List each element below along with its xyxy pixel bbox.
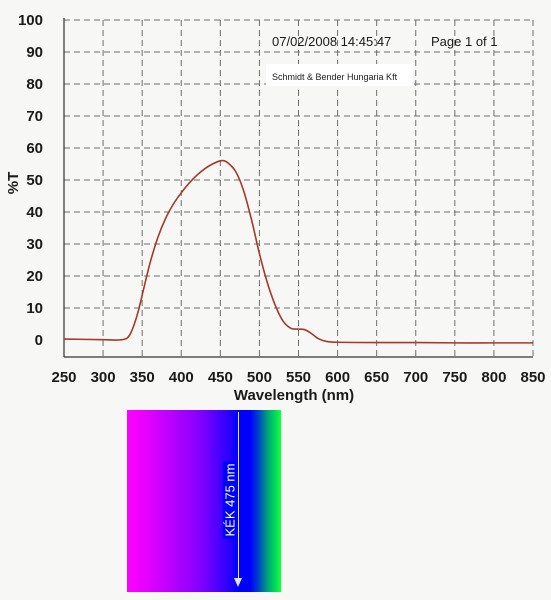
- y-tick-label: 80: [26, 76, 43, 93]
- x-tick-label: 650: [364, 369, 389, 386]
- y-axis-title: %T: [5, 172, 22, 195]
- y-tick-label: 60: [26, 140, 43, 157]
- page-indicator: Page 1 of 1: [431, 34, 498, 49]
- x-tick-label: 550: [286, 369, 311, 386]
- y-tick-label: 10: [26, 300, 43, 317]
- y-tick-label: 0: [35, 332, 43, 349]
- info-box: [266, 64, 412, 86]
- tick-labels: 250 300 350 400 450 500 550 600 650 700 750 800 8500…: [18, 12, 546, 386]
- x-tick-label: 400: [169, 369, 194, 386]
- y-tick-label: 50: [26, 172, 43, 189]
- series-layer: [63, 159, 533, 344]
- y-tick-label: 40: [26, 204, 43, 221]
- color-spectrum-strip: KÉK 475 nm: [127, 410, 282, 592]
- x-tick-label: 450: [208, 369, 233, 386]
- arrow-down-icon: [234, 578, 242, 587]
- y-tick-label: 70: [26, 108, 43, 125]
- x-tick-label: 250: [51, 369, 76, 386]
- x-tick-label: 850: [520, 369, 545, 386]
- y-tick-label: 100: [18, 12, 43, 29]
- x-tick-label: 700: [403, 369, 428, 386]
- x-tick-label: 800: [481, 369, 506, 386]
- x-tick-label: 350: [130, 369, 155, 386]
- wavelength-marker-line: [238, 412, 239, 582]
- transmission-curve: [63, 159, 533, 344]
- x-tick-label: 750: [442, 369, 467, 386]
- x-axis-title: Wavelength (nm): [234, 387, 354, 404]
- wavelength-marker-label: KÉK 475 nm: [222, 461, 238, 539]
- grid: [64, 19, 534, 357]
- x-tick-label: 600: [325, 369, 350, 386]
- y-tick-label: 30: [26, 236, 43, 253]
- chart-frame: [63, 18, 533, 358]
- print-datetime: 07/02/2008 14:45:47: [272, 34, 391, 49]
- y-tick-label: 20: [26, 268, 43, 285]
- y-tick-label: 90: [26, 44, 43, 61]
- x-tick-label: 500: [247, 369, 272, 386]
- company-name: Schmidt & Bender Hungaria Kft: [272, 72, 398, 82]
- x-tick-label: 300: [91, 369, 116, 386]
- transmission-chart: 250 300 350 400 450 500 550 600 650 700 750 800 850 0…: [5, 12, 546, 404]
- chart-svg: 250 300 350 400 450 500 550 600 650 700 750 800 8500…: [5, 12, 546, 404]
